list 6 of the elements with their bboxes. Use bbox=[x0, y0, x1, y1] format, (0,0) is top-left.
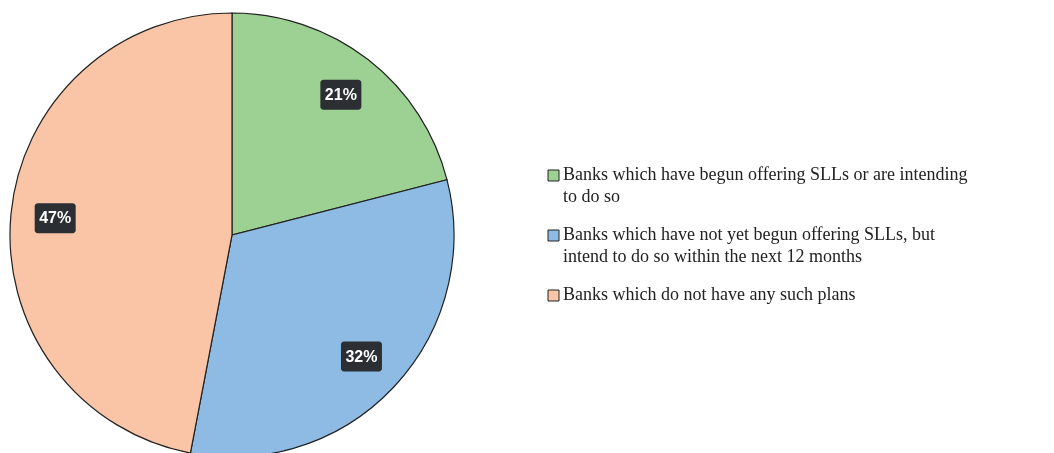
data-label: 21% bbox=[324, 85, 357, 103]
data-label: 47% bbox=[39, 209, 72, 227]
legend-label: Banks which have not yet begun offering SLLs, but intend to do so within the next 12 months bbox=[563, 224, 936, 266]
legend-label: Banks which have begun offering SLLs or are intending to do so bbox=[563, 164, 968, 206]
legend-label: Banks which do not have any such plans bbox=[563, 284, 856, 304]
data-label: 32% bbox=[345, 347, 378, 365]
